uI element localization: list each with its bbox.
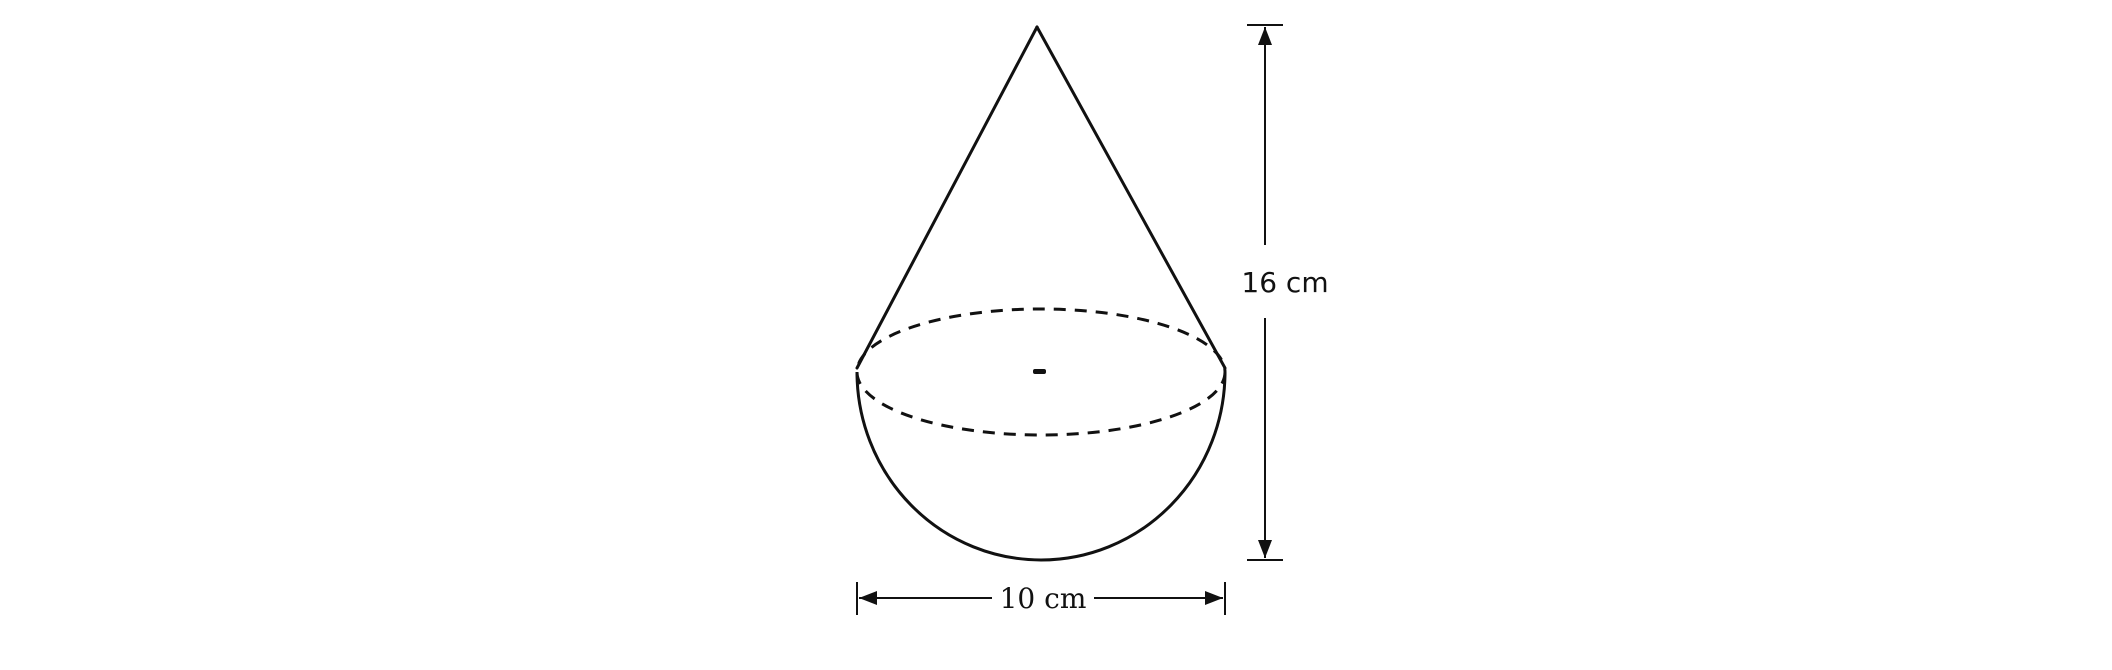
centre-dot bbox=[1033, 369, 1046, 374]
cone-right-edge bbox=[1035, 25, 1227, 370]
width-label: 10 cm bbox=[1000, 582, 1087, 615]
height-arrow-up-icon bbox=[1258, 27, 1272, 45]
height-arrow-down-icon bbox=[1258, 540, 1272, 558]
width-arrow-right-icon bbox=[1205, 591, 1223, 605]
cone-left-edge bbox=[855, 25, 1039, 370]
hemisphere-outline bbox=[855, 371, 1227, 562]
height-label: 16 cm bbox=[1241, 266, 1328, 299]
width-arrow-left-icon bbox=[859, 591, 877, 605]
